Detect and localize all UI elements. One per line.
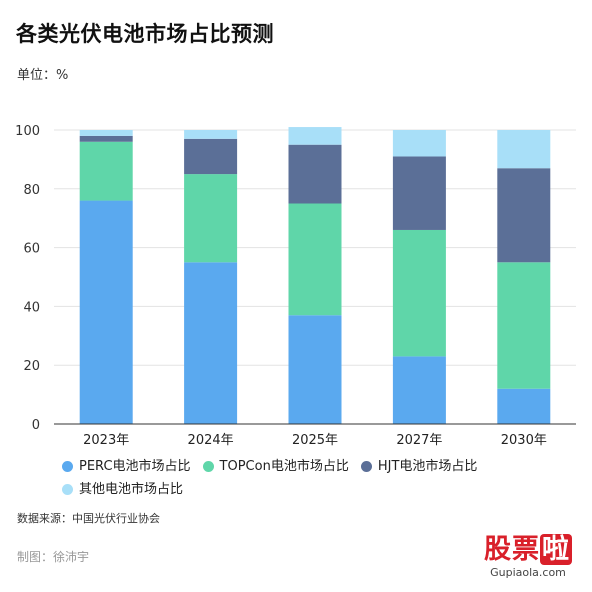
bar-segment bbox=[288, 203, 342, 316]
watermark-logo: 股票啦 Gupiaola.com bbox=[472, 534, 584, 580]
bar-segment bbox=[79, 200, 133, 424]
chart-maker: 制图：徐沛宇 bbox=[17, 550, 90, 564]
bar-segment bbox=[392, 156, 446, 230]
watermark-url: Gupiaola.com bbox=[490, 566, 566, 579]
x-tick-label: 2027年 bbox=[396, 433, 442, 448]
bar-segment bbox=[288, 127, 342, 145]
y-tick-label: 60 bbox=[23, 242, 40, 257]
legend-dot-icon bbox=[202, 461, 214, 472]
legend-label: PERC电池市场占比 bbox=[79, 459, 191, 474]
bar-segment bbox=[184, 174, 238, 263]
bar-segment bbox=[79, 135, 133, 142]
legend-item: 其他电池市场占比 bbox=[62, 479, 183, 500]
bar-segment bbox=[497, 262, 551, 389]
bar-segment bbox=[288, 315, 342, 424]
bar-segment bbox=[497, 130, 551, 169]
y-tick-label: 100 bbox=[15, 124, 40, 139]
watermark-text: 股票 bbox=[484, 534, 540, 565]
legend-label: 其他电池市场占比 bbox=[79, 482, 184, 497]
x-tick-label: 2030年 bbox=[501, 433, 547, 448]
bar-segment bbox=[392, 356, 446, 424]
watermark-accent: 啦 bbox=[540, 534, 572, 565]
y-tick-label: 40 bbox=[23, 300, 40, 315]
bar-segment bbox=[497, 388, 551, 424]
chart-legend: PERC电池市场占比 TOPCon电池市场占比 HJT电池市场占比其他电池市场占比 bbox=[62, 456, 562, 502]
chart-title: 各类光伏电池市场占比预测 bbox=[16, 22, 274, 46]
unit-label: 单位：% bbox=[17, 68, 69, 83]
legend-label: HJT电池市场占比 bbox=[377, 459, 478, 474]
bar-segment bbox=[184, 138, 238, 175]
bar-segment bbox=[392, 130, 446, 157]
x-tick-label: 2025年 bbox=[292, 433, 338, 448]
y-tick-label: 0 bbox=[32, 418, 40, 433]
legend-label: TOPCon电池市场占比 bbox=[219, 459, 349, 474]
data-source: 数据来源：中国光伏行业协会 bbox=[17, 512, 160, 525]
legend-item: HJT电池市场占比 bbox=[360, 456, 478, 477]
legend-dot-icon bbox=[62, 484, 73, 495]
bar-segment bbox=[288, 144, 342, 204]
x-tick-label: 2023年 bbox=[83, 433, 129, 448]
bar-segment bbox=[184, 262, 238, 424]
bar-segment bbox=[79, 141, 133, 201]
bar-segment bbox=[184, 130, 238, 139]
legend-item: PERC电池市场占比 bbox=[62, 456, 191, 477]
bar-segment bbox=[79, 130, 133, 136]
legend-dot-icon bbox=[360, 461, 372, 472]
bar-segment bbox=[392, 229, 446, 357]
legend-dot-icon bbox=[62, 461, 73, 472]
y-tick-label: 80 bbox=[23, 183, 40, 198]
y-tick-label: 20 bbox=[23, 359, 40, 374]
x-tick-label: 2024年 bbox=[188, 433, 234, 448]
stacked-bar-chart: 0 20 40 60 80 100 2023年 2024年 2025年 2027年 2030年 bbox=[15, 124, 576, 448]
legend-item: TOPCon电池市场占比 bbox=[202, 456, 349, 477]
bar-segment bbox=[497, 168, 551, 263]
